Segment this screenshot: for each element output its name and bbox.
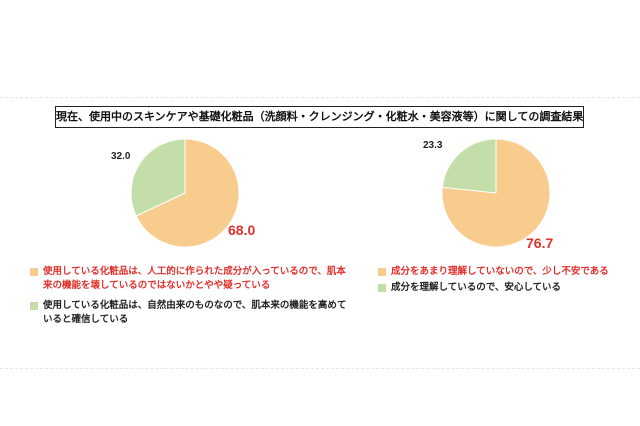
legend-swatch-orange <box>30 268 38 276</box>
legend-left: 使用している化粧品は、人工的に作られた成分が入っているので、肌本来の機能を壊して… <box>30 265 348 333</box>
legend-item: 使用している化粧品は、自然由来のものなので、肌本来の機能を高めていると確信してい… <box>30 299 348 327</box>
legend-item: 成分をあまり理解していないので、少し不安である <box>378 265 628 279</box>
pie-chart-right <box>441 138 551 248</box>
legend-swatch-green <box>378 284 386 292</box>
legend-item: 使用している化粧品は、人工的に作られた成分が入っているので、肌本来の機能を壊して… <box>30 265 348 293</box>
divider-bottom <box>0 368 640 369</box>
legend-text: 使用している化粧品は、自然由来のものなので、肌本来の機能を高めていると確信してい… <box>43 300 347 325</box>
pie-chart-left <box>130 138 240 248</box>
chart-title: 現在、使用中のスキンケアや基礎化粧品（洗顔料・クレンジング・化粧水・美容液等）に… <box>55 106 584 128</box>
legend-swatch-green <box>30 302 38 310</box>
legend-text: 成分をあまり理解していないので、少し不安である <box>391 266 609 277</box>
legend-text: 成分を理解しているので、安心している <box>391 282 562 293</box>
legend-text: 使用している化粧品は、人工的に作られた成分が入っているので、肌本来の機能を壊して… <box>43 266 346 291</box>
slice-value-label: 76.7 <box>526 235 554 251</box>
legend-swatch-orange <box>378 268 386 276</box>
pie-slice-orange <box>135 138 240 248</box>
legend-right: 成分をあまり理解していないので、少し不安である 成分を理解しているので、安心して… <box>378 265 628 301</box>
slice-value-label: 32.0 <box>111 151 131 162</box>
pie-slice-green <box>130 138 186 217</box>
legend-item: 成分を理解しているので、安心している <box>378 281 628 295</box>
pie-slice-green <box>441 138 497 194</box>
slice-value-label: 23.3 <box>423 140 443 151</box>
divider-top <box>0 97 640 98</box>
slice-value-label: 68.0 <box>228 222 256 238</box>
